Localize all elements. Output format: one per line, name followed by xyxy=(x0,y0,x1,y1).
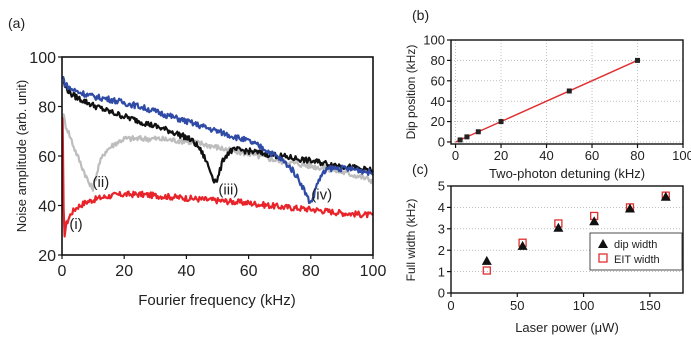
tick-label-y: 40 xyxy=(431,94,445,109)
tick-label-y: 0 xyxy=(438,135,445,150)
tick-label-y: 60 xyxy=(431,73,445,88)
tick-label-x: 80 xyxy=(302,263,320,280)
annotation-label: (iv) xyxy=(311,186,332,203)
eit-width-point xyxy=(482,266,491,275)
tick-label-y: 4 xyxy=(438,200,445,215)
chart-c-ylabel: Full width (kHz) xyxy=(404,199,418,282)
tick-label-y: 1 xyxy=(438,264,445,279)
tick-label-x: 100 xyxy=(573,298,595,313)
annotation-label: (ii) xyxy=(93,174,110,191)
tick-label-x: 20 xyxy=(115,263,133,280)
tick-label-x: 60 xyxy=(240,263,258,280)
tick-label-y: 0 xyxy=(438,286,445,301)
legend-box xyxy=(589,232,683,271)
tick-label-x: 50 xyxy=(510,298,524,313)
tick-label-x: 80 xyxy=(630,148,644,163)
legend-marker-square-icon xyxy=(598,253,608,263)
panel-label-a: (a) xyxy=(8,15,25,31)
series-line-4 xyxy=(61,75,374,205)
legend-label-eit-width: EIT width xyxy=(614,254,660,266)
legend-marker-triangle-icon xyxy=(598,239,608,248)
annotation-label: (i) xyxy=(69,216,82,233)
legend-label-dip-width: dip width xyxy=(614,239,657,251)
tick-label-x: 0 xyxy=(58,263,67,280)
tick-label-x: 100 xyxy=(360,263,387,280)
chart-c-frame xyxy=(450,185,684,294)
tick-label-y: 20 xyxy=(38,248,56,265)
tick-label-y: 5 xyxy=(438,179,445,194)
tick-label-x: 0 xyxy=(447,298,454,313)
chart-b: 0 20 40 60 80 100 0 20 40 60 80 100 Two-photon detu… xyxy=(404,33,691,181)
tick-label-y: 20 xyxy=(431,114,445,129)
chart-b-frame xyxy=(450,39,684,145)
data-point xyxy=(475,129,481,135)
tick-label-y: 100 xyxy=(29,50,56,67)
dip-width-point xyxy=(517,240,528,250)
series-line-1 xyxy=(61,116,374,238)
data-point xyxy=(498,119,504,125)
tick-label-y: 80 xyxy=(38,99,56,116)
chart-b-xlabel: Two-photon detuning (kHz) xyxy=(489,166,645,181)
tick-label-x: 60 xyxy=(585,148,599,163)
dip-width-point xyxy=(660,191,671,201)
annotation-label: (iii) xyxy=(218,181,238,198)
dip-width-point xyxy=(481,255,492,265)
data-point xyxy=(635,57,641,63)
series-line-2 xyxy=(62,113,374,192)
tick-label-y: 3 xyxy=(438,221,445,236)
tick-label-y: 40 xyxy=(38,198,56,215)
data-point xyxy=(464,134,470,140)
tick-label-x: 20 xyxy=(494,148,508,163)
chart-c: 0 50 100 150 0 1 2 3 4 5 dip width EIT width Lase… xyxy=(404,179,684,335)
chart-a-ylabel: Noise amplitude (arb. unit) xyxy=(14,80,29,232)
dip-width-point xyxy=(589,216,600,226)
panel-label-b: (b) xyxy=(412,7,429,23)
chart-a-xlabel: Fourier frequency (kHz) xyxy=(138,292,296,309)
tick-label-y: 80 xyxy=(431,53,445,68)
data-point xyxy=(457,137,463,143)
series-line-3 xyxy=(62,81,374,184)
tick-label-y: 100 xyxy=(423,33,445,48)
tick-label-x: 150 xyxy=(639,298,661,313)
chart-a-frame xyxy=(61,56,374,256)
data-point xyxy=(566,88,572,94)
tick-label-y: 2 xyxy=(438,243,445,258)
tick-label-x: 40 xyxy=(178,263,196,280)
chart-c-xlabel: Laser power (μW) xyxy=(515,320,619,335)
tick-label-y: 60 xyxy=(38,149,56,166)
dip-width-point xyxy=(624,203,635,213)
panel-label-c: (c) xyxy=(412,161,428,177)
dip-width-point xyxy=(553,222,564,232)
tick-label-x: 40 xyxy=(539,148,553,163)
fit-line xyxy=(455,59,638,143)
chart-b-ylabel: Dip position (kHz) xyxy=(404,45,418,140)
tick-label-x: 0 xyxy=(452,148,459,163)
tick-label-x: 100 xyxy=(672,148,691,163)
chart-c-legend: dip width EIT width xyxy=(589,232,683,271)
